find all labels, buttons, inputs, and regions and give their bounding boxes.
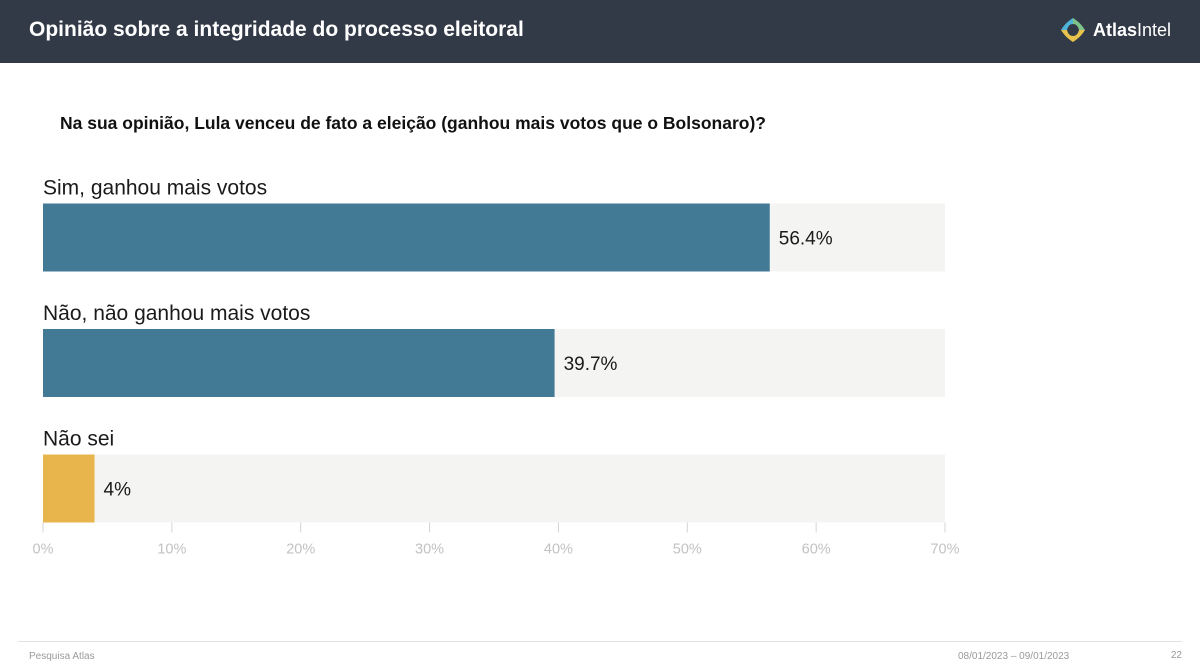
x-tick-label: 0% (33, 542, 54, 558)
x-tick-label: 40% (544, 542, 573, 558)
bar (43, 329, 555, 397)
bar (43, 203, 770, 272)
x-tick-label: 70% (930, 542, 959, 558)
x-tick-label: 20% (286, 542, 315, 558)
category-label: Não sei (43, 428, 114, 451)
bar-track (43, 454, 945, 523)
value-label: 56.4% (779, 229, 833, 250)
value-label: 4% (104, 480, 132, 501)
x-tick-label: 50% (673, 542, 702, 558)
page-title: Opinião sobre a integridade do processo … (29, 18, 524, 41)
bar (43, 454, 95, 523)
footer-source: Pesquisa Atlas (29, 651, 95, 662)
header-bar: Opinião sobre a integridade do processo … (0, 0, 1200, 63)
footer-divider (18, 641, 1182, 642)
x-tick-label: 10% (157, 542, 186, 558)
value-label: 39.7% (564, 354, 618, 375)
question-text: Na sua opinião, Lula venceu de fato a el… (60, 113, 766, 133)
brand-logo: AtlasIntel (1059, 15, 1171, 45)
category-label: Sim, ganhou mais votos (43, 177, 267, 200)
page-number: 22 (1170, 650, 1182, 661)
logo-text: AtlasIntel (1092, 19, 1171, 40)
x-tick-label: 60% (802, 542, 831, 558)
footer-dates: 08/01/2023 – 09/01/2023 (958, 651, 1070, 662)
atlasintel-logo-icon (1060, 18, 1085, 42)
bar-chart: Sim, ganhou mais votos 56.4% Não, não ganh… (33, 177, 960, 558)
category-label: Não, não ganhou mais votos (43, 302, 310, 325)
x-tick-label: 30% (415, 542, 444, 558)
